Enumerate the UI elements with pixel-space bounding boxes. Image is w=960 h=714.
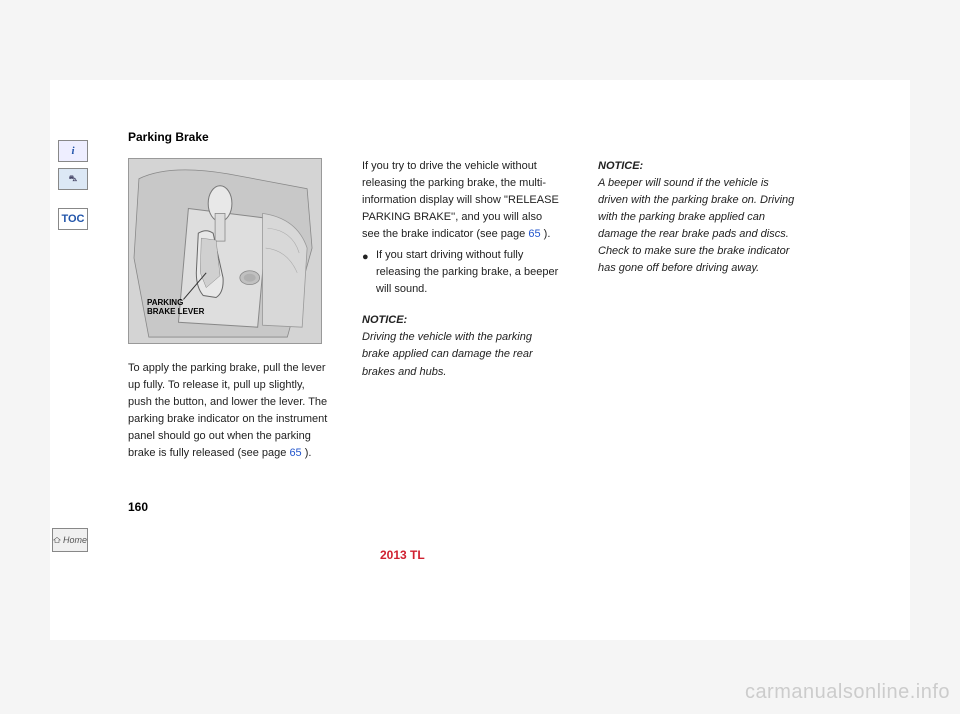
bullet-icon: ● [362,247,370,298]
column-2: If you try to drive the vehicle without … [362,158,562,381]
home-label: Home [63,535,87,545]
watermark: carmanualsonline.info [745,681,950,704]
figure-label-line1: PARKING [147,298,183,307]
column-1: To apply the parking brake, pull the lev… [128,360,328,462]
notice-label-1: NOTICE: [362,314,407,326]
figure-label-line2: BRAKE LEVER [147,307,204,316]
figure-label: PARKING BRAKE LEVER [147,299,204,317]
notice-label-2: NOTICE: [598,160,643,172]
col1-text-end: ). [305,447,312,459]
page-title: Parking Brake [128,130,209,144]
col2-bullet: If you start driving without fully relea… [376,247,562,298]
sidebar-nav: i ⛍ TOC [58,140,88,230]
page-number: 160 [128,500,148,514]
home-icon[interactable]: Home [52,528,88,552]
model-year-footer: 2013 TL [380,548,425,562]
parking-brake-figure: PARKING BRAKE LEVER [128,158,322,344]
info-icon[interactable]: i [58,140,88,162]
page-link-65b[interactable]: 65 [528,228,540,240]
col1-text: To apply the parking brake, pull the lev… [128,362,327,459]
toc-icon[interactable]: TOC [58,208,88,230]
car-icon[interactable]: ⛍ [58,168,88,190]
column-3: NOTICE: A beeper will sound if the vehic… [598,158,798,277]
col2-text-end: ). [544,228,551,240]
notice-text-1: Driving the vehicle with the parking bra… [362,331,533,377]
notice-text-2: A beeper will sound if the vehicle is dr… [598,177,794,274]
page-link-65a[interactable]: 65 [289,447,301,459]
